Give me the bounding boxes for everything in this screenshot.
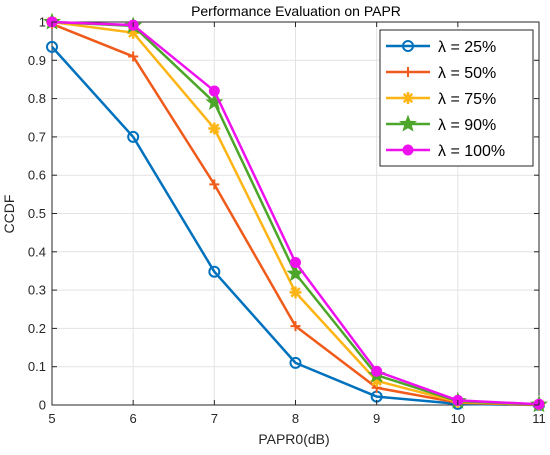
series-2-point-4 [370,374,383,387]
series-0-point-2 [208,265,221,278]
legend-swatch-marker-2 [402,92,414,104]
y-tick-label-4: 0.4 [28,244,46,259]
series-4-point-2 [208,85,220,97]
legend-swatch-marker-1 [403,67,413,77]
legend-label-2: λ = 75% [438,91,496,108]
legend-label-4: λ = 100% [438,143,505,160]
x-tick-label-4: 9 [373,411,380,426]
series-1-point-1 [128,51,139,62]
series-2-point-2 [208,122,221,135]
y-tick-label-8: 0.8 [28,91,46,106]
y-axis-label: CCDF [1,195,17,234]
legend-label-1: λ = 50% [438,65,496,82]
x-tick-label-3: 8 [292,411,299,426]
series-2-point-1 [127,26,140,39]
y-tick-label-0: 0 [39,398,46,413]
legend-swatch-marker-4 [402,144,414,156]
y-tick-label-3: 0.3 [28,283,46,298]
x-tick-label-2: 7 [211,411,218,426]
legend-label-0: λ = 25% [438,39,496,56]
y-tick-label-7: 0.7 [28,129,46,144]
x-axis-ticks: 5 6 7 8 9 10 11 [48,22,546,426]
x-axis-label: PAPR0(dB) [258,431,329,447]
legend-entry-3: λ = 90% [386,114,496,134]
x-tick-label-1: 6 [130,411,137,426]
legend-swatch-marker-3 [399,114,417,132]
chart-title: Performance Evaluation on PAPR [191,3,401,19]
x-tick-label-5: 10 [451,411,465,426]
legend-swatch-marker-0 [402,40,414,52]
series-0-point-0 [46,40,58,53]
legend-label-3: λ = 90% [438,117,496,134]
legend-entry-0: λ = 25% [386,39,496,56]
y-tick-label-6: 0.6 [28,168,46,183]
y-axis-ticks: 0 0.1 0.2 0.3 0.4 0.5 0.6 0.7 0.8 0.9 1 [28,15,539,413]
series-1-point-2 [209,179,220,190]
series-4-point-4 [371,365,383,377]
series-0-point-1 [127,130,140,143]
y-tick-label-10: 1 [39,15,46,30]
x-tick-label-6: 11 [532,411,546,426]
series-3-point-2 [205,93,224,111]
x-tick-label-0: 5 [48,411,55,426]
y-tick-label-1: 0.1 [28,359,46,374]
series-0-point-3 [289,356,302,369]
y-tick-label-2: 0.2 [28,321,46,336]
series-2-point-3 [289,286,302,299]
legend-entry-2: λ = 75% [386,91,496,108]
legend-entry-4: λ = 100% [386,143,505,160]
series-4-point-3 [290,257,301,269]
y-tick-label-9: 0.9 [28,53,46,68]
y-tick-label-5: 0.5 [28,206,46,221]
legend-entry-1: λ = 50% [386,65,496,82]
legend: λ = 25% λ = 50% λ = 75% λ = 90% λ = 100% [379,29,534,167]
series-1-point-3 [290,321,301,332]
